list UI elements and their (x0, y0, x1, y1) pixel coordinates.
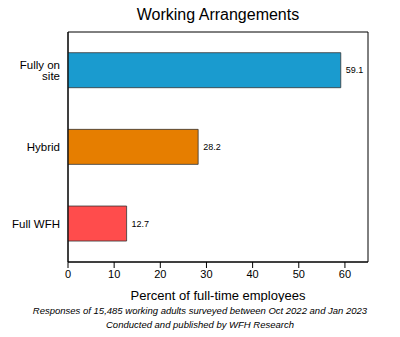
svg-text:Full WFH: Full WFH (12, 218, 60, 230)
svg-text:0: 0 (65, 268, 71, 280)
svg-text:50: 50 (293, 268, 305, 280)
svg-text:Fully onsite: Fully onsite (20, 59, 60, 83)
svg-text:30: 30 (200, 268, 212, 280)
html-text:Working Arrangements: Working Arrangements (136, 6, 300, 23)
html-text:Responses of 15,485 working ad: Responses of 15,485 working adults surve… (32, 305, 368, 316)
svg-text:Percent of full-time employees: Percent of full-time employees (131, 288, 306, 302)
svg-text:60: 60 (339, 268, 351, 280)
svg-text:Hybrid: Hybrid (27, 141, 60, 153)
svg-text:28.2: 28.2 (203, 142, 221, 152)
svg-text:10: 10 (108, 268, 120, 280)
svg-text:59.1: 59.1 (346, 65, 364, 75)
svg-text:40: 40 (246, 268, 258, 280)
svg-text:20: 20 (154, 268, 166, 280)
svg-text:12.7: 12.7 (132, 219, 150, 229)
html-text:Conducted and published by WFH: Conducted and published by WFH Research (106, 319, 294, 330)
